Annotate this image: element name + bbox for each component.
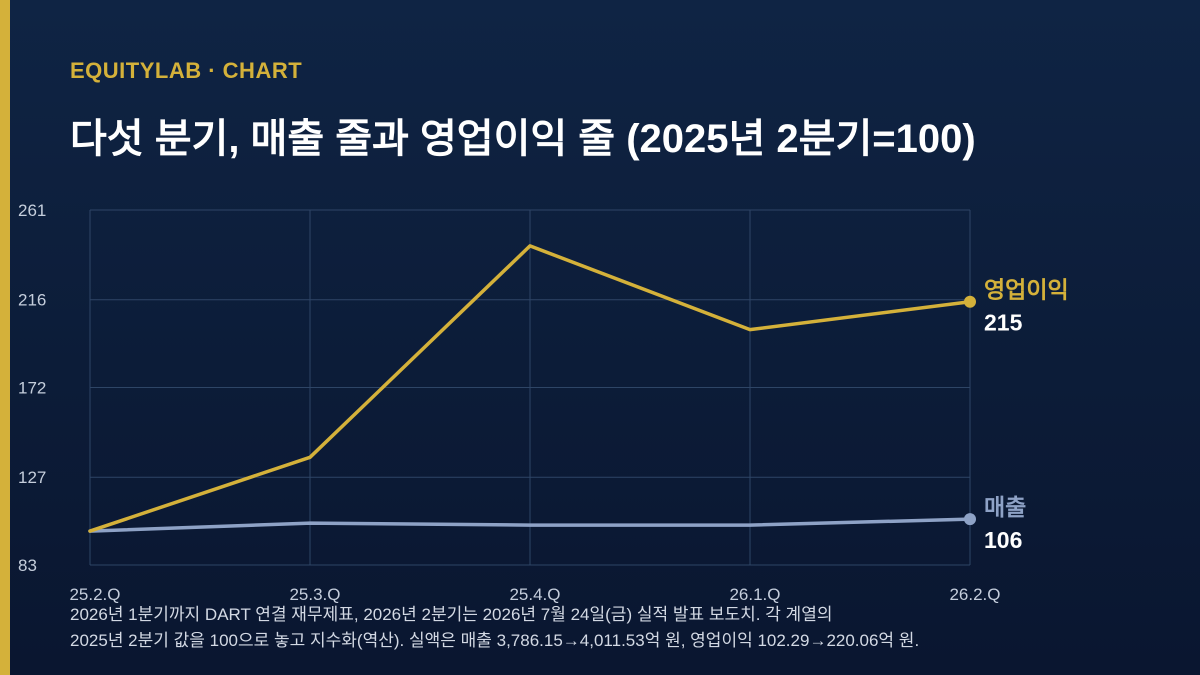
x-tick-label: 25.3.Q bbox=[289, 585, 340, 604]
y-tick-label: 127 bbox=[18, 468, 46, 487]
y-tick-label: 216 bbox=[18, 291, 46, 310]
series-line bbox=[88, 517, 972, 533]
series-end-point bbox=[964, 513, 976, 526]
series-line bbox=[88, 244, 972, 533]
x-tick-label: 26.1.Q bbox=[729, 585, 780, 604]
chart-title: 다섯 분기, 매출 줄과 영업이익 줄 (2025년 2분기=100) bbox=[70, 117, 976, 161]
x-tick-label: 26.2.Q bbox=[949, 585, 1000, 604]
series-end-point bbox=[964, 295, 976, 308]
x-tick-label: 25.4.Q bbox=[509, 585, 560, 604]
y-tick-label: 261 bbox=[18, 201, 46, 220]
series-name-label: 영업이익 bbox=[984, 277, 1069, 303]
y-tick-label: 83 bbox=[18, 556, 37, 575]
brand-label: EQUITYLAB · CHART bbox=[70, 58, 303, 83]
accent-bar bbox=[0, 0, 10, 675]
series-name-label: 매출 bbox=[984, 494, 1026, 520]
footnote-line-1: 2026년 1분기까지 DART 연결 재무제표, 2026년 2분기는 202… bbox=[70, 605, 833, 624]
series-value-label: 106 bbox=[984, 527, 1022, 553]
x-tick-label: 25.2.Q bbox=[69, 585, 120, 604]
y-tick-label: 172 bbox=[18, 379, 46, 398]
series-value-label: 215 bbox=[984, 310, 1023, 336]
footnote: 2026년 1분기까지 DART 연결 재무제표, 2026년 2분기는 202… bbox=[70, 602, 1170, 654]
footnote-line-2: 2025년 2분기 값을 100으로 놓고 지수화(역산). 실액은 매출 3,… bbox=[70, 631, 920, 650]
